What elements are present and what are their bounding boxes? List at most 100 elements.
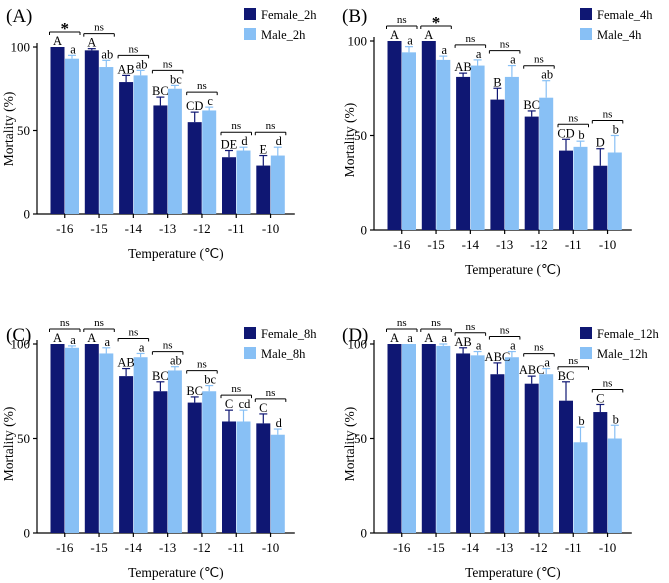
- letter-male: a: [407, 331, 413, 345]
- x-tick-label: -12: [530, 237, 547, 252]
- y-axis-label: Mortality (%): [1, 92, 16, 167]
- x-tick-label: -11: [565, 237, 582, 252]
- panel-label: (B): [342, 6, 367, 27]
- bar-female: [50, 344, 65, 533]
- comparison-label: ns: [197, 359, 207, 371]
- x-tick-label: -13: [496, 237, 513, 252]
- bar-female: [559, 400, 573, 533]
- comparison-label: ns: [397, 317, 407, 329]
- legend-swatch-male: [244, 347, 256, 359]
- bar-female: [456, 76, 471, 230]
- letter-male: b: [613, 412, 619, 426]
- letter-male: c: [207, 94, 213, 108]
- letter-female: BC: [523, 98, 540, 112]
- panel-label: (A): [6, 6, 32, 27]
- legend-swatch-female: [244, 327, 256, 339]
- comparison-label: ns: [60, 317, 70, 329]
- y-tick-label: 0: [361, 223, 368, 238]
- comparison-label: ns: [266, 120, 276, 132]
- letter-male: a: [442, 43, 448, 57]
- comparison-label: ns: [94, 317, 104, 329]
- y-tick-label: 0: [24, 526, 31, 541]
- legend-label-female: Female_4h: [597, 8, 653, 22]
- letter-female: A: [424, 28, 433, 42]
- x-tick-label: -14: [125, 221, 143, 236]
- y-tick-label: 0: [361, 526, 368, 541]
- bar-female: [593, 165, 608, 230]
- legend-swatch-female: [580, 8, 592, 20]
- letter-male: a: [476, 339, 482, 353]
- bar-female: [187, 122, 202, 214]
- letter-female: AB: [117, 356, 134, 370]
- letter-female: BC: [558, 369, 575, 383]
- legend-label-male: Male_12h: [597, 347, 648, 361]
- bar-female: [222, 157, 236, 214]
- bar-female: [421, 344, 436, 533]
- letter-female: A: [53, 34, 62, 48]
- bar-male: [99, 67, 114, 214]
- comparison-label: ns: [465, 33, 475, 45]
- bar-female: [559, 150, 573, 230]
- y-tick-label: 50: [354, 128, 367, 143]
- y-tick-label: 50: [17, 123, 30, 138]
- bar-male: [270, 155, 285, 214]
- comparison-label: ns: [568, 355, 578, 367]
- bar-male: [607, 152, 622, 230]
- letter-female: AB: [117, 62, 134, 76]
- legend-swatch-male: [580, 347, 592, 359]
- bar-female: [84, 50, 99, 215]
- y-tick-label: 50: [354, 431, 367, 446]
- x-tick-label: -11: [228, 221, 245, 236]
- bar-male: [167, 88, 182, 214]
- letter-female: AB: [454, 335, 471, 349]
- y-tick-label: 100: [11, 40, 31, 55]
- y-tick-label: 100: [11, 337, 31, 352]
- x-tick-label: -11: [228, 540, 245, 555]
- comparison-label: ns: [266, 387, 276, 399]
- x-axis-label: Temperature (℃): [128, 565, 224, 580]
- legend-swatch-male: [580, 28, 592, 40]
- letter-female: D: [596, 136, 605, 150]
- comparison-label: ns: [128, 326, 138, 338]
- letter-female: ABC: [519, 363, 545, 377]
- bar-male: [436, 59, 451, 231]
- letter-female: A: [53, 331, 62, 345]
- bar-female: [421, 41, 436, 230]
- x-tick-label: -15: [90, 221, 107, 236]
- y-axis-label: Mortality (%): [342, 407, 357, 482]
- comparison-label: ns: [603, 377, 613, 389]
- legend-swatch-female: [580, 327, 592, 339]
- y-axis-label: Mortality (%): [342, 103, 357, 178]
- bar-male: [236, 150, 251, 214]
- letter-female: AB: [454, 60, 471, 74]
- x-tick-label: -14: [462, 237, 480, 252]
- letter-female: C: [225, 397, 233, 411]
- letter-male: b: [578, 414, 584, 428]
- x-axis-label: Temperature (℃): [465, 565, 561, 580]
- x-tick-label: -16: [56, 540, 74, 555]
- legend-swatch-male: [244, 28, 256, 40]
- letter-male: a: [510, 53, 516, 67]
- letter-male: d: [276, 416, 283, 430]
- comparison-label: ns: [94, 22, 104, 34]
- letter-female: BC: [152, 369, 169, 383]
- y-tick-label: 50: [17, 431, 30, 446]
- letter-male: a: [510, 339, 516, 353]
- x-tick-label: -10: [262, 221, 279, 236]
- letter-male: a: [105, 335, 111, 349]
- x-tick-label: -14: [462, 540, 480, 555]
- bar-male: [573, 442, 588, 533]
- bar-male: [99, 353, 114, 533]
- letter-female: A: [390, 331, 399, 345]
- comparison-label: ns: [500, 325, 510, 337]
- x-axis-label: Temperature (℃): [465, 262, 561, 277]
- comparison-label: ns: [163, 340, 173, 352]
- bar-female: [524, 116, 539, 230]
- letter-female: A: [424, 331, 433, 345]
- x-tick-label: -16: [393, 237, 411, 252]
- panel-label: (C): [6, 325, 31, 346]
- letter-male: b: [578, 128, 584, 142]
